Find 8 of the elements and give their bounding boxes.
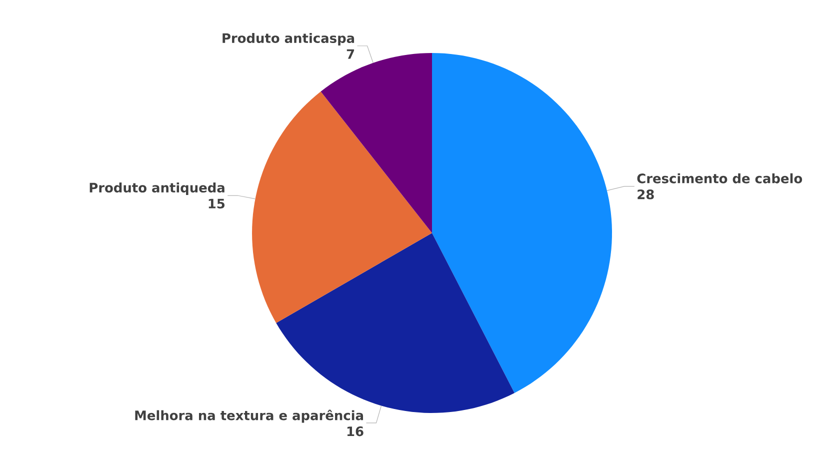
slice-label: Melhora na textura e aparência bbox=[135, 410, 364, 423]
data-label: 15 bbox=[208, 198, 224, 208]
slice-label: Crescimento de cabelo bbox=[637, 173, 802, 184]
data-label: 28 bbox=[638, 189, 654, 200]
slice-label: Produto antiqueda bbox=[90, 182, 224, 196]
data-label: 7 bbox=[346, 49, 354, 59]
data-label: 16 bbox=[347, 426, 364, 436]
slice-label: Produto anticaspa bbox=[222, 32, 354, 46]
